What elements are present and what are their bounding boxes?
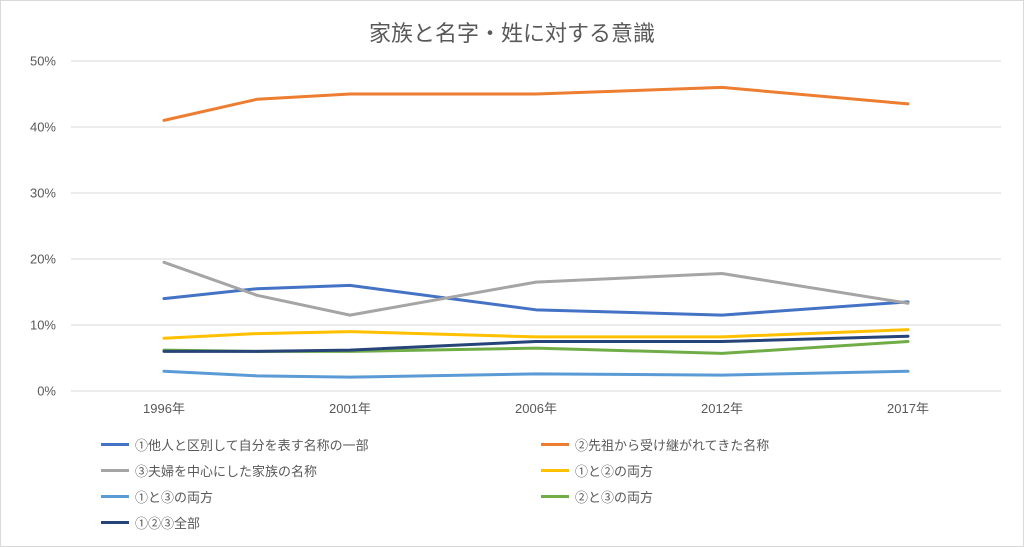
series-line-3 [164,330,908,339]
legend-label: ③夫婦を中心にした家族の名称 [135,461,317,480]
legend-label: ②と③の両方 [575,487,653,506]
legend-label: ①②③全部 [135,513,200,532]
legend-swatch [541,443,569,446]
legend-item-4: ①と③の両方 [101,483,541,509]
x-tick-label: 1996年 [143,398,185,417]
chart-svg [71,61,1001,391]
legend-item-2: ③夫婦を中心にした家族の名称 [101,457,541,483]
y-tick-label: 40% [30,120,56,135]
legend-label: ①と②の両方 [575,461,653,480]
legend-item-0: ①他人と区別して自分を表す名称の一部 [101,431,541,457]
y-tick-label: 50% [30,54,56,69]
y-tick-label: 0% [37,384,56,399]
x-tick-label: 2012年 [701,398,743,417]
legend-item-5: ②と③の両方 [541,483,981,509]
chart-title: 家族と名字・姓に対する意識 [1,16,1023,48]
legend-item-6: ①②③全部 [101,509,541,535]
legend-swatch [541,495,569,498]
legend-label: ①と③の両方 [135,487,213,506]
legend-swatch [101,495,129,498]
legend-swatch [101,443,129,446]
y-tick-label: 10% [30,318,56,333]
y-axis: 0%10%20%30%40%50% [1,61,61,391]
series-line-4 [164,371,908,377]
y-tick-label: 20% [30,252,56,267]
series-line-1 [164,87,908,120]
chart-container: 家族と名字・姓に対する意識 0% 10% 20% 30% 40% 50% 1996年 200… [0,0,1024,547]
legend-item-1: ②先祖から受け継がれてきた名称 [541,431,981,457]
legend-item-3: ①と②の両方 [541,457,981,483]
plot-area [71,61,1001,391]
x-tick-label: 2017年 [887,398,929,417]
legend-swatch [101,469,129,472]
legend: ①他人と区別して自分を表す名称の一部 ②先祖から受け継がれてきた名称 ③夫婦を中心に… [101,431,981,535]
x-tick-label: 2006年 [515,398,557,417]
legend-label: ①他人と区別して自分を表す名称の一部 [135,435,369,454]
legend-swatch [101,521,129,524]
legend-label: ②先祖から受け継がれてきた名称 [575,435,769,454]
y-tick-label: 30% [30,186,56,201]
legend-swatch [541,469,569,472]
x-axis: 1996年 2001年 2006年 2012年 2017年 [71,396,1001,421]
x-tick-label: 2001年 [329,398,371,417]
